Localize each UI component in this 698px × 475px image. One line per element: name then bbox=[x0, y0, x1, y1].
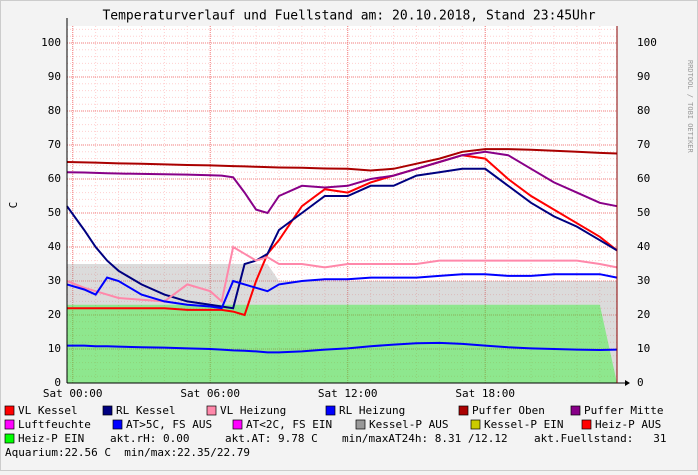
note: min/maxAT24h: 8.31 /12.12 bbox=[342, 432, 508, 445]
legend-swatch bbox=[581, 419, 592, 430]
legend-label: Heiz-P AUS bbox=[595, 418, 661, 431]
legend-swatch bbox=[4, 405, 15, 416]
legend-swatch bbox=[4, 433, 15, 444]
y-tick-label: 10 bbox=[48, 342, 61, 355]
note: akt.rH: 0.00 bbox=[110, 432, 189, 445]
y-tick-label: 60 bbox=[48, 172, 61, 185]
legend-swatch bbox=[102, 405, 113, 416]
legend-label: Kessel-P AUS bbox=[369, 418, 448, 431]
y2-tick-label: 70 bbox=[637, 138, 650, 151]
x-axis-arrow bbox=[625, 380, 630, 386]
y2-tick-label: 10 bbox=[637, 342, 650, 355]
legend-label: VL Kessel bbox=[18, 404, 78, 417]
y2-tick-label: 50 bbox=[637, 206, 650, 219]
y2-tick-label: 80 bbox=[637, 104, 650, 117]
legend-swatch bbox=[325, 405, 336, 416]
legend-swatch bbox=[206, 405, 217, 416]
y-tick-label: 30 bbox=[48, 274, 61, 287]
legend-swatch bbox=[470, 419, 481, 430]
area bbox=[67, 304, 617, 383]
note: akt.AT: 9.78 C bbox=[225, 432, 318, 445]
legend-swatch bbox=[355, 419, 366, 430]
legend-label: Heiz-P EIN bbox=[18, 432, 84, 445]
line bbox=[66, 167, 618, 310]
y-tick-label: 50 bbox=[48, 206, 61, 219]
y-tick-label: 20 bbox=[48, 308, 61, 321]
legend-swatch bbox=[570, 405, 581, 416]
line bbox=[67, 154, 618, 317]
watermark: RRDTOOL / TOBI OETIKER bbox=[686, 60, 694, 154]
y-tick-label: 70 bbox=[48, 138, 61, 151]
x-tick-label: Sat 12:00 bbox=[318, 387, 378, 400]
line bbox=[66, 150, 618, 215]
y-tick-label: 100 bbox=[41, 36, 61, 49]
y-tick-label: 80 bbox=[48, 104, 61, 117]
y2-tick-label: 100 bbox=[637, 36, 657, 49]
note: akt.Fuellstand: 31 bbox=[534, 432, 666, 445]
note: Aquarium:22.56 C min/max:22.35/22.79 bbox=[5, 446, 250, 459]
y2-tick-label: 0 bbox=[637, 376, 644, 389]
legend-swatch bbox=[232, 419, 243, 430]
legend-label: AT>5C, FS AUS bbox=[126, 418, 212, 431]
legend-swatch bbox=[4, 419, 15, 430]
x-tick-label: Sat 06:00 bbox=[180, 387, 240, 400]
y2-tick-label: 20 bbox=[637, 308, 650, 321]
y-tick-label: 0 bbox=[54, 376, 61, 389]
area bbox=[67, 264, 617, 383]
legend-label: Puffer Mitte bbox=[584, 404, 663, 417]
legend-label: AT<2C, FS EIN bbox=[246, 418, 332, 431]
y2-tick-label: 40 bbox=[637, 240, 650, 253]
line bbox=[66, 148, 618, 172]
plot-area bbox=[67, 26, 617, 383]
chart-title: Temperaturverlauf und Fuellstand am: 20.… bbox=[102, 9, 595, 24]
x-tick-label: Sat 00:00 bbox=[43, 387, 103, 400]
x-tick-label: Sat 18:00 bbox=[455, 387, 515, 400]
legend-swatch bbox=[112, 419, 123, 430]
legend-label: RL Heizung bbox=[339, 404, 405, 417]
y2-tick-label: 90 bbox=[637, 70, 650, 83]
legend-label: RL Kessel bbox=[116, 404, 176, 417]
legend-label: VL Heizung bbox=[220, 404, 286, 417]
line bbox=[67, 341, 618, 354]
y2-tick-label: 60 bbox=[637, 172, 650, 185]
legend-swatch bbox=[458, 405, 469, 416]
legend-label: Kessel-P EIN bbox=[484, 418, 563, 431]
y-tick-label: 40 bbox=[48, 240, 61, 253]
y-tick-label: 90 bbox=[48, 70, 61, 83]
legend-label: Puffer Oben bbox=[472, 404, 545, 417]
y2-tick-label: 30 bbox=[637, 274, 650, 287]
line bbox=[66, 245, 618, 304]
legend-label: Luftfeuchte bbox=[18, 418, 91, 431]
y-axis-label: C bbox=[7, 202, 20, 209]
line bbox=[66, 273, 618, 310]
